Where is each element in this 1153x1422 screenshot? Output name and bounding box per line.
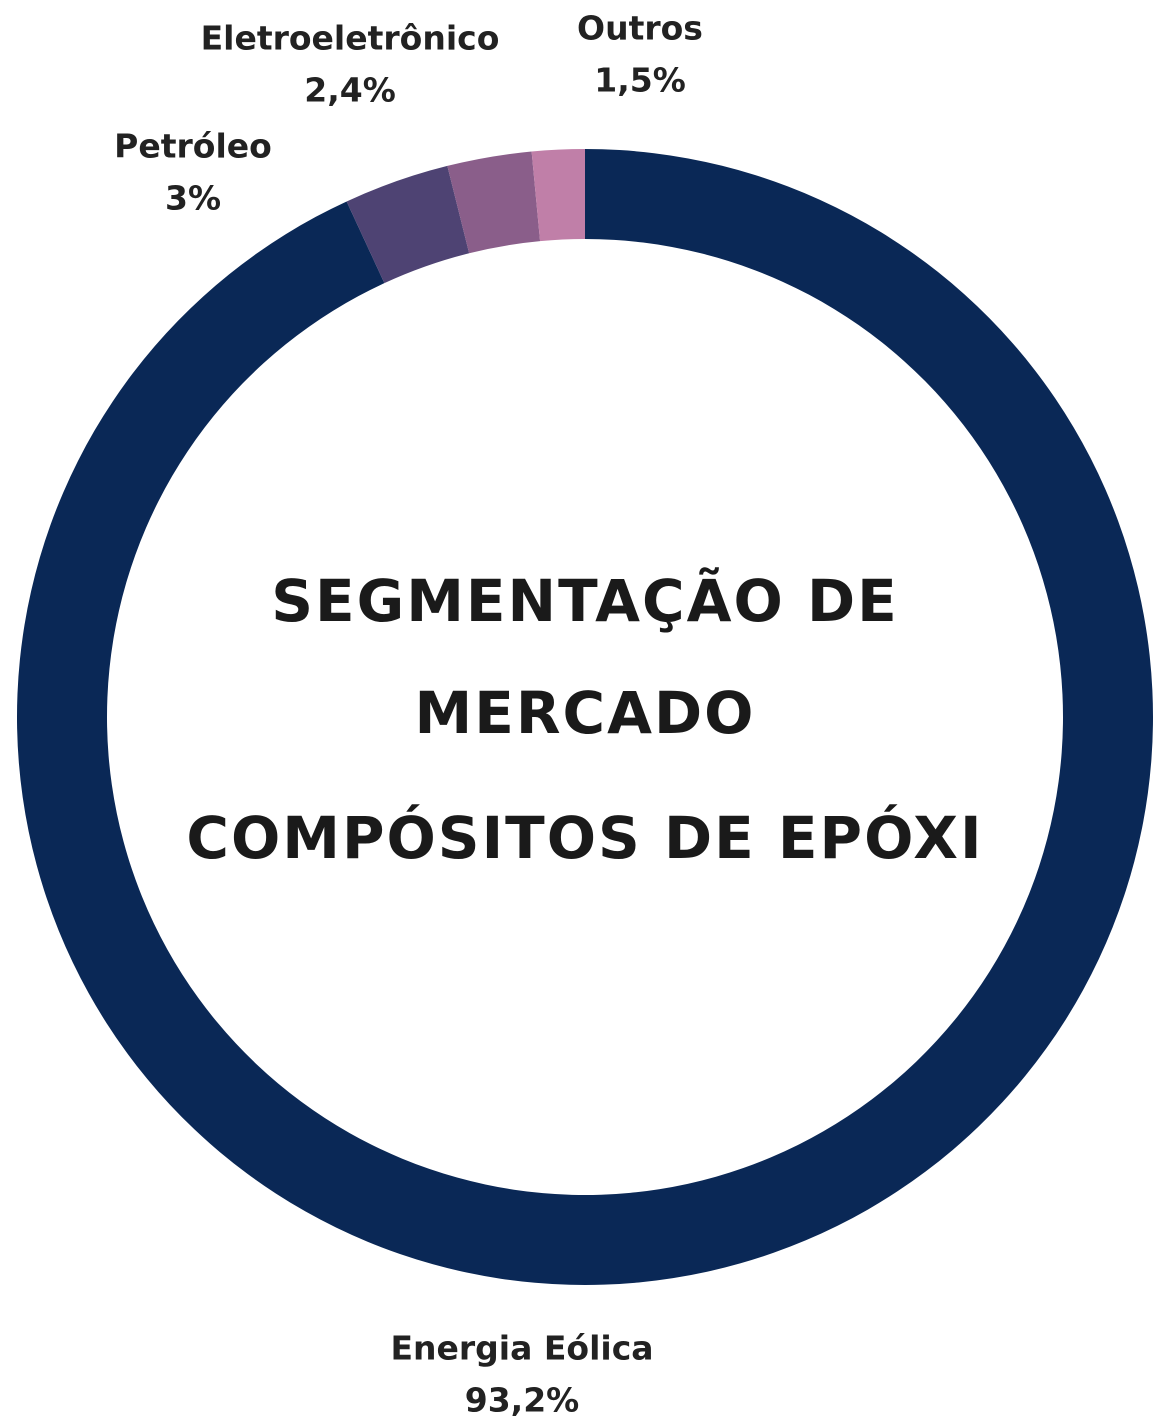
chart-title: COMPÓSITOS DE EPÓXI (186, 803, 983, 872)
segment-value: 3% (165, 179, 221, 218)
segment-label: Eletroeletrônico (201, 19, 500, 58)
chart-title: SEGMENTAÇÃO DE (271, 566, 899, 635)
segment-value: 93,2% (465, 1381, 580, 1420)
segment-value: 1,5% (594, 61, 686, 100)
donut-segment (447, 151, 541, 254)
segment-label: Outros (577, 9, 703, 48)
segment-label: Petróleo (114, 127, 272, 166)
chart-title: MERCADO (415, 679, 756, 747)
segment-label: Energia Eólica (390, 1329, 653, 1368)
segment-value: 2,4% (304, 71, 396, 110)
donut-segment (531, 149, 585, 242)
donut-segment (346, 165, 470, 284)
